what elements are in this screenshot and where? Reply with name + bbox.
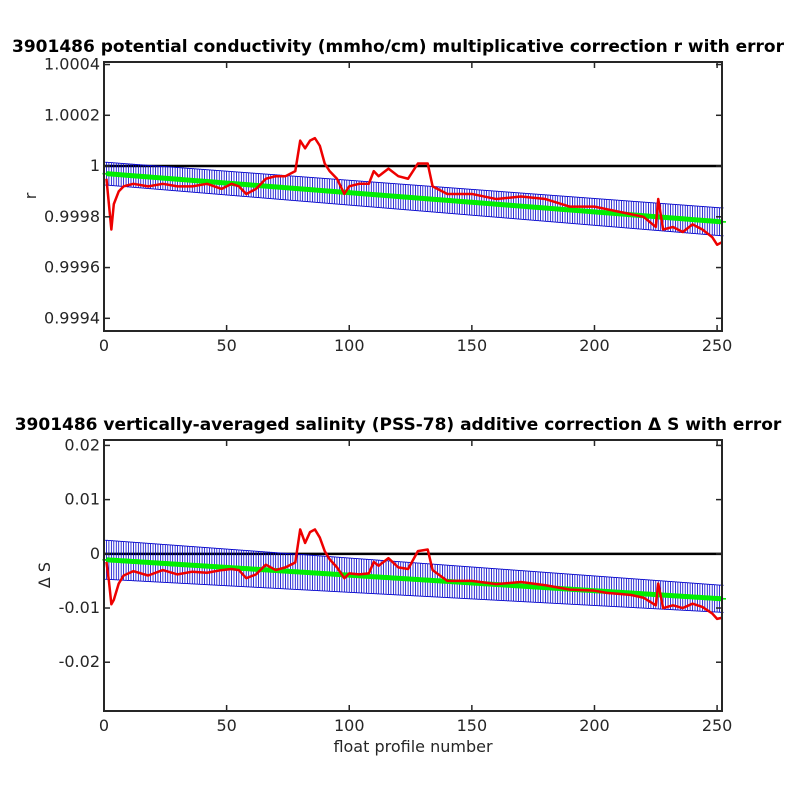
x-tick-label: 200 [579,336,610,355]
y-tick-label: 1 [90,156,100,175]
chart-title-top: 3901486 potential conductivity (mmho/cm)… [12,37,785,57]
y-tick-label: 0.9998 [44,207,100,226]
plot-marks-bottom [102,528,726,621]
profile-line-bottom [105,528,723,621]
y-tick-label: 0.02 [64,435,100,454]
fit-line-top [106,171,723,225]
x-tick-label: 50 [216,336,236,355]
y-tick-label: 0 [90,544,100,563]
plot-marks-top [102,136,726,246]
ticks-top: 0 50 100 150 200 250 0.9994 0.9996 0.9998 1 1.0002… [44,55,732,355]
x-tick-label: 50 [216,716,236,735]
chart-title-bottom: 3901486 vertically-averaged salinity (PS… [15,415,782,435]
y-axis-label-bottom: Δ S [35,562,54,588]
panel-salinity-correction: 3901486 vertically-averaged salinity (PS… [15,415,782,756]
x-tick-label: 100 [334,716,365,735]
y-tick-label: -0.02 [59,652,100,671]
x-tick-label: 0 [99,716,109,735]
x-tick-label: 250 [702,716,733,735]
plot-frame-bottom [103,439,723,712]
y-tick-label: 0.01 [64,490,100,509]
plot-frame-top [103,61,723,332]
x-tick-label: 0 [99,336,109,355]
y-tick-label: 1.0002 [44,105,100,124]
panel-r-correction: 3901486 potential conductivity (mmho/cm)… [12,37,785,355]
y-axis-label-top: r [21,192,40,199]
ticks-bottom: 0 50 100 150 200 250 -0.02 -0.01 0 0.01 0.02 [59,435,733,735]
x-tick-label: 150 [457,716,488,735]
x-tick-label: 150 [457,336,488,355]
y-tick-label: 0.9994 [44,308,100,327]
y-tick-label: -0.01 [59,598,100,617]
profile-line-top [105,136,723,246]
fit-line-bottom [106,557,723,602]
y-tick-label: 1.0004 [44,55,100,74]
x-tick-label: 200 [579,716,610,735]
x-axis-label-bottom: float profile number [333,737,493,756]
x-tick-label: 250 [702,336,733,355]
y-tick-label: 0.9996 [44,258,100,277]
x-tick-label: 100 [334,336,365,355]
